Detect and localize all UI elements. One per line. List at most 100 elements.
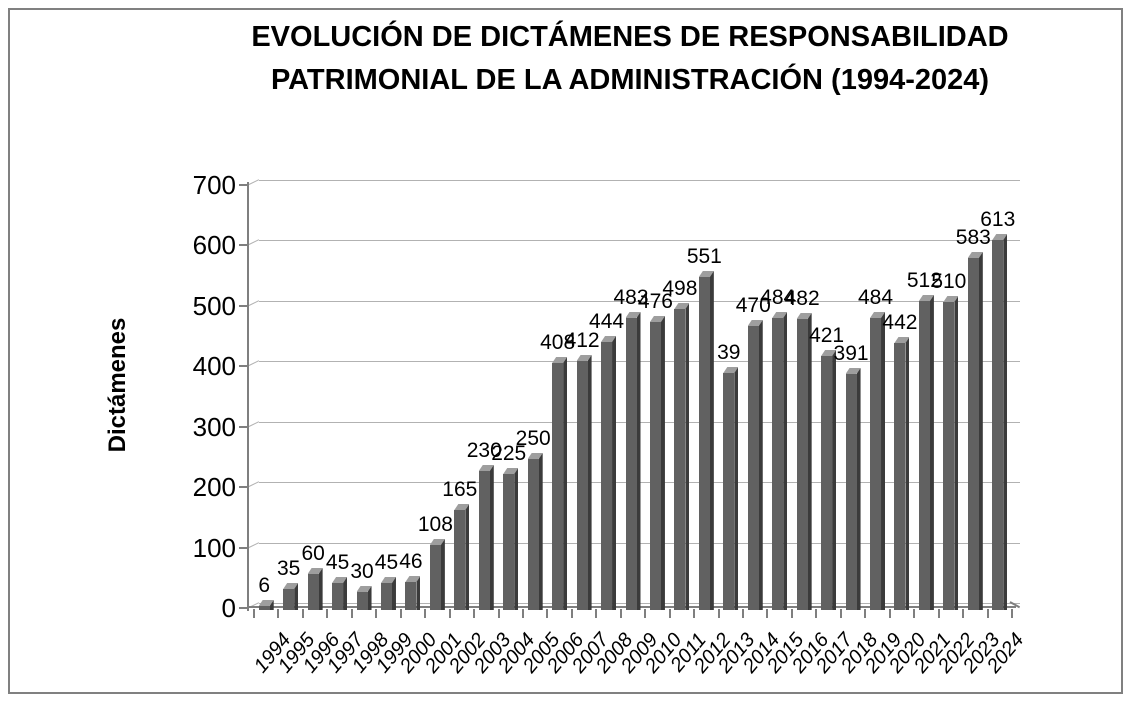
bar-front-face [698,277,710,610]
x-axis-tick [668,609,671,618]
x-axis-tick [1011,609,1013,618]
bar-front-face [258,606,270,610]
bar [307,568,323,610]
bar [943,296,959,610]
bar-value-label: 484 [857,286,894,309]
bar-front-face [625,318,637,610]
y-tick-label: 700 [192,170,236,200]
bar-side-face [734,367,739,610]
x-axis-tick [497,609,500,618]
bar [870,312,886,610]
bar-side-face [514,468,519,610]
bar [625,312,641,610]
x-axis-tick [375,609,378,618]
bar-top-face [307,568,323,574]
x-axis-tick [546,609,549,618]
bar-front-face [503,474,515,610]
bar-value-label: 482 [784,287,820,310]
y-tick-label: 200 [192,472,236,503]
bar-front-face [649,322,661,610]
bar [894,337,910,610]
bar-front-face [552,363,564,610]
bar-front-face [870,318,882,610]
bar-side-face [318,568,323,610]
bar-top-face [918,295,934,301]
bar-side-face [758,320,763,610]
bar [380,577,396,610]
gridline [259,240,1020,242]
bar-value-label: 230 [466,439,502,462]
bar-front-face [796,319,808,610]
bar-value-label: 551 [686,245,722,268]
bar-side-face [783,312,788,610]
bar-value-label: 45 [325,551,350,574]
bar-side-face [538,453,543,610]
bar-top-face [870,312,886,318]
bar-side-face [954,296,959,610]
bar-top-face [967,252,983,258]
gridline-jog [248,179,260,185]
bar [332,577,348,610]
bar [478,465,494,610]
x-axis-tick [815,609,818,618]
x-axis-tick [913,609,916,618]
bar-value-label: 225 [491,442,527,465]
x-axis-tick [570,609,573,618]
bar-front-face [283,589,295,610]
bar-value-label: 39 [717,341,741,364]
x-axis-tick [399,609,402,618]
bar-side-face [269,600,274,610]
y-axis-line [247,182,249,611]
bar [503,468,519,610]
bar-top-face [601,336,617,342]
bar-top-face [405,576,421,582]
bar [405,576,421,610]
bar-top-face [332,577,348,583]
y-axis-tick [239,607,248,609]
bar [698,271,714,610]
y-axis-tick [239,546,248,549]
bar [649,316,665,610]
x-axis-tick [619,609,622,618]
y-tick-label: 500 [192,290,236,321]
gridline-jog [248,239,260,246]
bar-value-label: 470 [735,294,771,317]
bar-front-face [601,342,613,610]
bar-top-face [454,504,470,510]
bar-top-face [992,234,1008,240]
chart-title-line2: PATRIMONIAL DE LA ADMINISTRACIÓN (1994-2… [270,64,990,96]
bar-value-label: 498 [662,277,698,300]
gridline-jog [248,420,260,427]
x-axis-tick [717,609,720,618]
bar-top-face [283,583,299,589]
gridline [259,180,1020,181]
bar-value-label: 583 [955,226,991,249]
bar-front-face [454,510,466,610]
y-tick-label: 100 [192,532,236,563]
bar-top-face [503,468,519,474]
x-axis-tick [962,609,965,618]
bar [747,320,763,610]
bar-side-face [636,312,641,610]
bar [918,295,934,610]
bar-top-face [943,296,959,302]
x-axis-tick [448,609,451,618]
bar-top-face [747,320,763,326]
bar-top-face [698,271,714,277]
bar-top-face [796,313,812,319]
x-axis-tick [424,609,427,618]
bar-top-face [821,350,837,356]
bar-value-label: 444 [589,310,625,333]
bar-value-label: 46 [399,550,423,573]
x-axis-tick [350,609,353,618]
bar [576,355,592,610]
bar-side-face [465,504,470,610]
bar-side-face [709,271,714,610]
bar-top-face [429,539,445,545]
x-axis-tick [693,609,696,618]
bar-side-face [391,577,396,610]
bar-top-face [576,355,592,361]
bar [552,357,568,610]
x-axis-tick [986,609,989,618]
bar-side-face [563,357,568,610]
